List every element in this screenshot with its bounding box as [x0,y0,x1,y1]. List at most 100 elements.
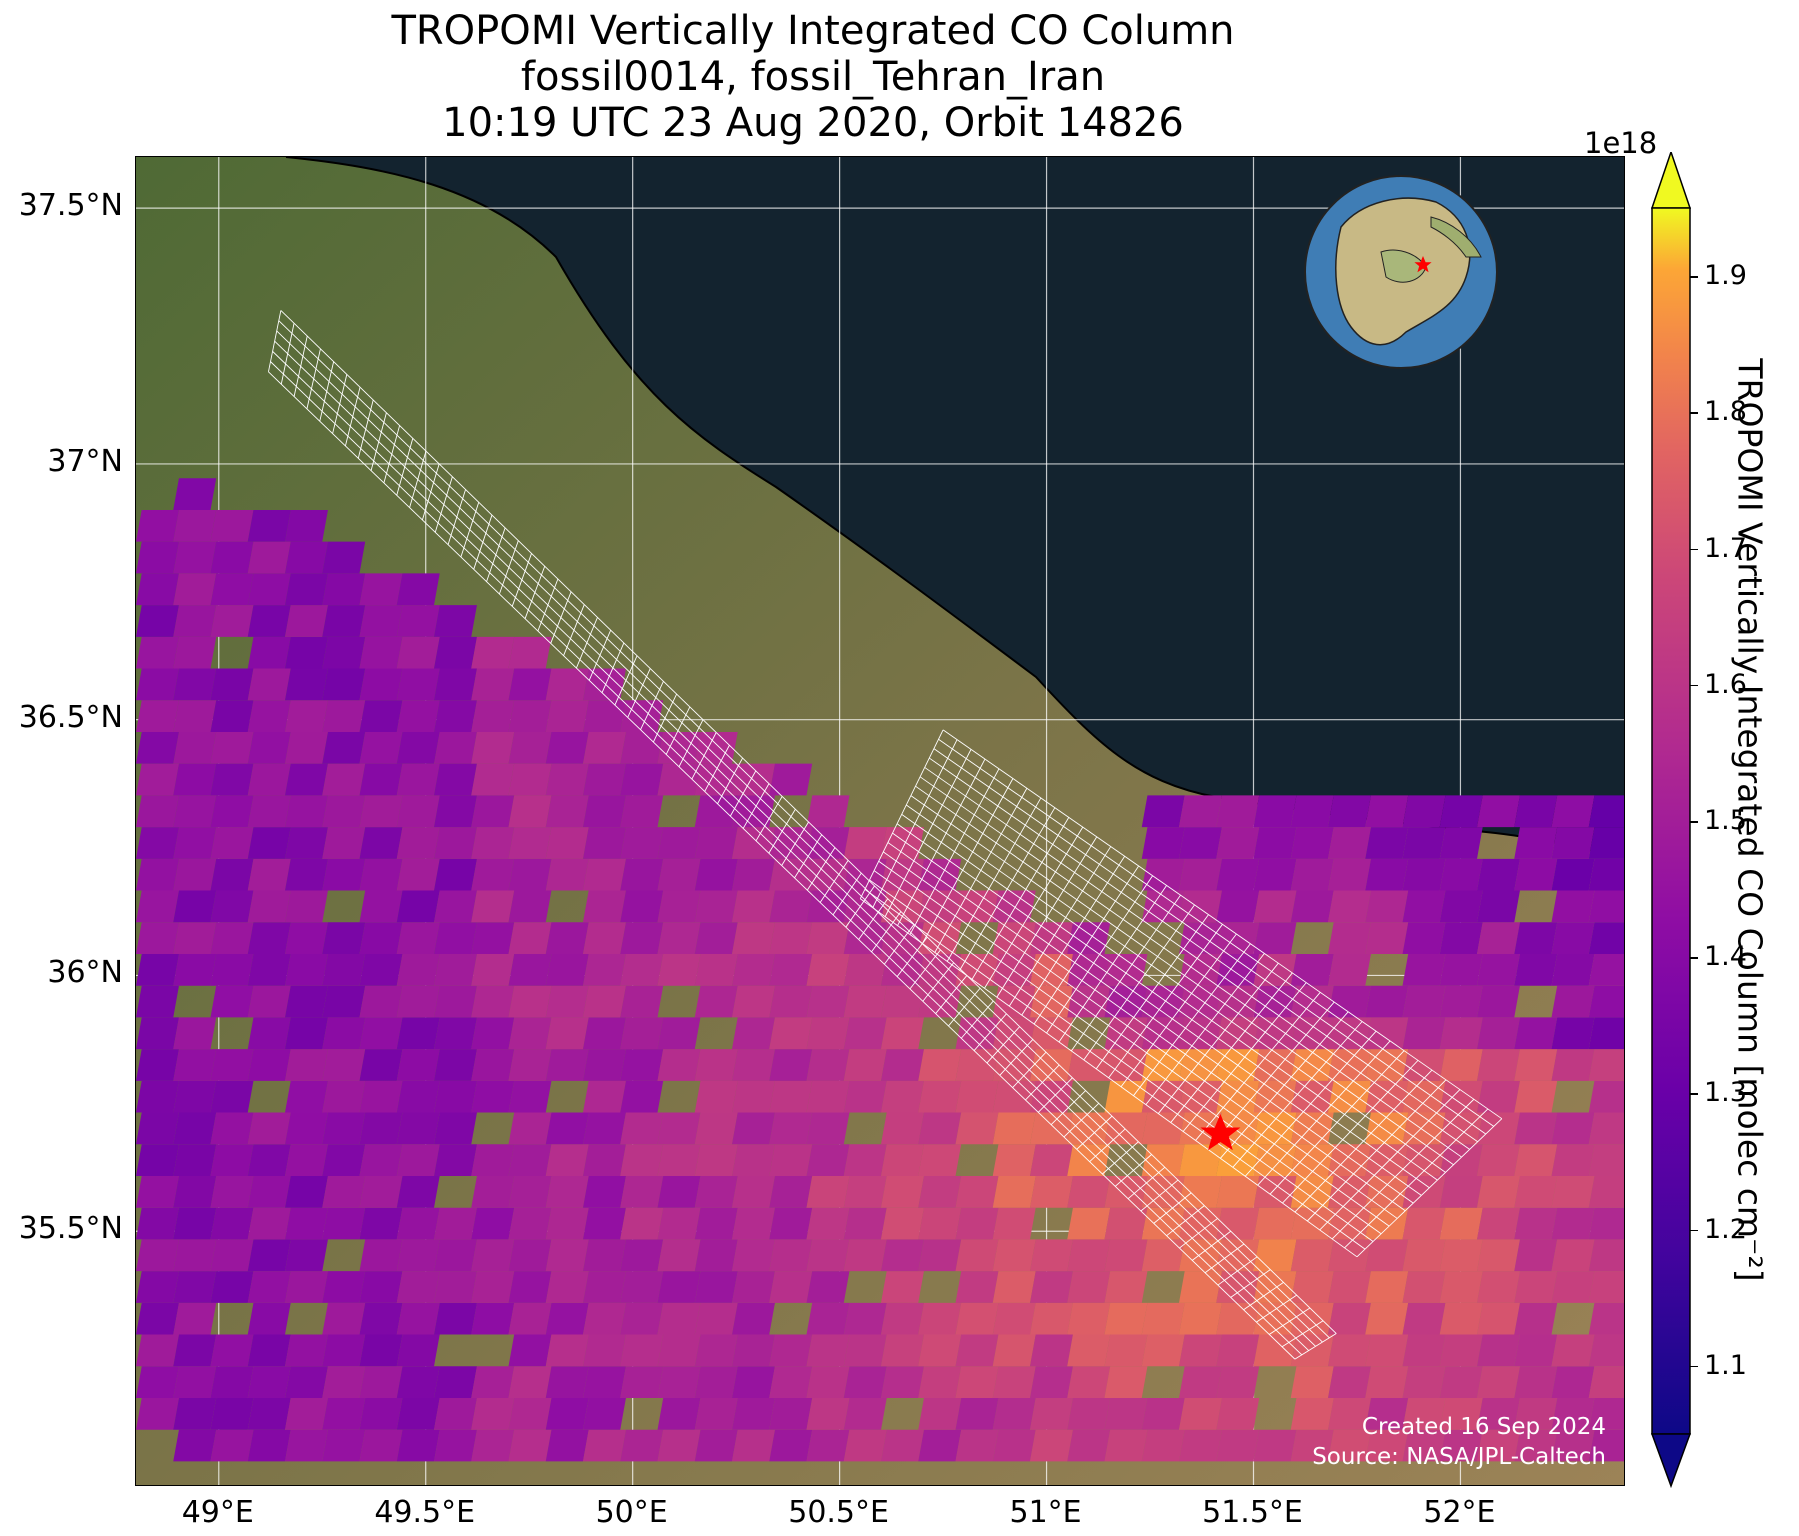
co-pixel [471,1080,515,1113]
co-pixel [1253,795,1297,828]
co-pixel [620,1239,664,1272]
co-pixel [1290,1366,1334,1398]
co-pixel [136,605,179,637]
co-pixel [694,731,738,764]
co-pixel [1439,1429,1483,1462]
co-pixel [1030,1302,1073,1335]
co-pixel [471,795,515,828]
co-pixel [396,1271,440,1303]
co-pixel [1253,858,1297,891]
co-pixel [1402,1397,1446,1430]
co-pixel [247,700,291,732]
co-pixel [806,890,850,923]
co-pixel [1514,1080,1558,1113]
co-pixel [173,1366,217,1398]
co-pixel [732,1207,775,1240]
co-pixel [285,1271,328,1303]
co-pixel [1588,1334,1624,1367]
co-pixel [136,1239,179,1272]
co-pixel [247,985,291,1018]
co-pixel [173,858,217,891]
co-pixel [992,922,1036,954]
co-pixel [955,1080,999,1113]
co-pixel [210,700,254,732]
co-pixel [285,1144,328,1176]
co-pixel [806,858,850,891]
co-pixel [1290,1207,1334,1240]
co-pixel [210,1397,254,1430]
co-pixel [247,1112,291,1145]
co-pixel [732,827,775,859]
co-pixel [247,1049,291,1081]
co-pixel [1439,922,1483,954]
co-pixel [1402,1334,1446,1367]
co-pixel [769,1366,813,1398]
co-pixel [396,795,440,828]
colorbar-gradient [1651,207,1691,1435]
co-pixel [918,1397,962,1430]
co-pixel [1551,1175,1595,1208]
co-pixel [583,1175,626,1208]
co-pixel [247,1366,291,1398]
co-pixel [508,922,552,954]
co-pixel [583,890,626,923]
co-pixel [173,1144,217,1176]
co-pixel [1179,985,1222,1018]
co-pixel [1439,1271,1483,1303]
co-pixel [322,1334,366,1367]
co-pixel [545,1397,589,1430]
co-pixel [359,953,403,986]
co-pixel [732,985,775,1018]
co-pixel [285,1080,328,1113]
target-grid-line [887,842,1406,1212]
colorbar-tick-label: 1.7 [1704,532,1747,564]
target-grid-line [910,795,1446,1173]
map-panel[interactable]: Created 16 Sep 2024 Source: NASA/JPL-Cal… [135,156,1625,1486]
co-pixel [992,1429,1036,1462]
co-pixel [769,1239,813,1272]
co-pixel [806,985,850,1018]
co-pixel [1030,1334,1073,1367]
co-pixel [508,827,552,859]
co-pixel [1104,1175,1148,1208]
co-pixel [657,858,701,891]
co-pixel [359,1429,403,1462]
co-pixel [1179,1334,1222,1367]
co-pixel [322,605,366,637]
co-pixel [1402,1429,1446,1462]
co-pixel [657,1334,701,1367]
co-pixel [508,763,552,796]
co-pixel [1067,1302,1111,1335]
x-tick-label: 50.5°E [788,1495,889,1530]
co-pixel [806,795,850,828]
co-pixel [657,1429,701,1462]
co-pixel [620,1049,664,1081]
co-pixel [1328,827,1371,859]
co-pixel [1514,827,1558,859]
x-tick-label: 51.5°E [1202,1495,1303,1530]
co-pixel [434,1112,477,1145]
y-tick-label: 36.5°N [18,699,123,735]
co-pixel [210,985,254,1018]
co-pixel [1365,922,1409,954]
co-pixel [136,1175,179,1208]
co-pixel [1588,985,1624,1018]
co-pixel [1067,1271,1111,1303]
co-pixel [322,1366,366,1398]
co-pixel [769,1397,813,1430]
co-pixel [1179,922,1222,954]
co-pixel [732,1049,775,1081]
co-pixel [1253,1017,1297,1050]
co-pixel [508,636,552,669]
co-pixel [173,890,217,923]
co-pixel [247,1239,291,1272]
co-pixel [1477,1271,1520,1303]
co-pixel [1104,1334,1148,1367]
co-pixel [1328,1366,1371,1398]
co-pixel [657,1397,701,1430]
colorbar-tick [1690,821,1698,823]
co-pixel [620,1366,664,1398]
co-pixel [1290,858,1334,891]
co-pixel [471,827,515,859]
target-grid-line [883,851,1398,1219]
